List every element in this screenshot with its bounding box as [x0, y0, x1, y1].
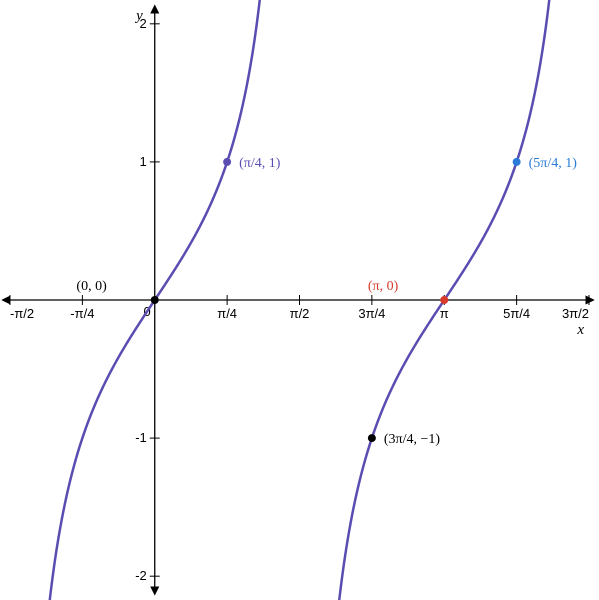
svg-text:(π/4, 1): (π/4, 1) — [239, 156, 281, 171]
svg-text:3π/2: 3π/2 — [562, 306, 589, 321]
svg-text:π: π — [440, 306, 449, 321]
svg-text:-2: -2 — [135, 568, 147, 583]
svg-text:π/2: π/2 — [290, 306, 310, 321]
svg-text:5π/4: 5π/4 — [503, 306, 530, 321]
svg-text:x: x — [576, 322, 584, 338]
svg-text:-1: -1 — [135, 430, 147, 445]
chart-svg: -π/2-π/40π/4π/23π/4π5π/43π/2-2-112xy(0, … — [0, 0, 599, 600]
svg-text:-π/2: -π/2 — [10, 306, 34, 321]
svg-text:(0, 0): (0, 0) — [76, 279, 107, 294]
svg-text:π/4: π/4 — [217, 306, 237, 321]
svg-text:1: 1 — [140, 154, 147, 169]
svg-text:-π/4: -π/4 — [70, 306, 94, 321]
svg-text:3π/4: 3π/4 — [358, 306, 385, 321]
svg-text:(3π/4, −1): (3π/4, −1) — [384, 432, 441, 447]
svg-text:(π, 0): (π, 0) — [368, 279, 399, 294]
svg-text:y: y — [134, 8, 143, 24]
svg-text:(5π/4, 1): (5π/4, 1) — [529, 156, 578, 171]
tangent-chart: -π/2-π/40π/4π/23π/4π5π/43π/2-2-112xy(0, … — [0, 0, 599, 600]
